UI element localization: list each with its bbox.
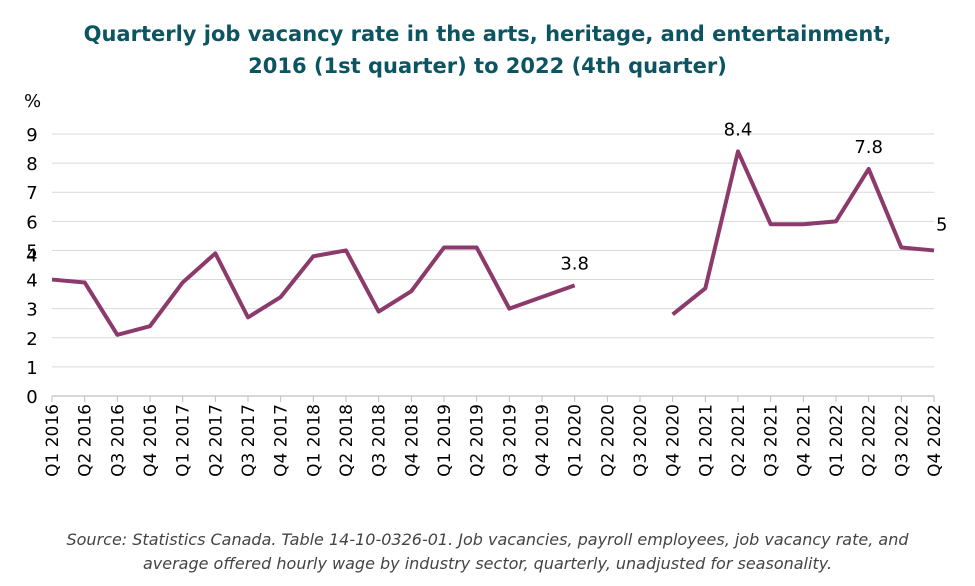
chart-title-line-1: Quarterly job vacancy rate in the arts, … (83, 22, 892, 46)
x-tick-label: Q4 2017 (272, 404, 292, 477)
y-tick-label: 7 (26, 183, 37, 204)
x-tick-label: Q4 2020 (664, 404, 684, 477)
x-tick-label: Q3 2022 (892, 404, 912, 477)
series-line-segment (51, 245, 576, 337)
y-tick-label: 1 (26, 358, 37, 379)
chart-title-line-2: 2016 (1st quarter) to 2022 (4th quarter) (248, 54, 727, 78)
source-line-2: average offered hourly wage by industry … (142, 554, 833, 573)
y-tick-label: 5 (26, 241, 37, 262)
series-line-segment (671, 149, 935, 317)
x-axis: Q1 2016 Q2 2016 Q3 2016 Q4 2016 Q1 2017 Q2 20… (43, 395, 945, 477)
x-tick-label: Q3 2016 (108, 404, 128, 477)
x-tick-label: Q2 2017 (206, 404, 226, 477)
x-tick-label: Q4 2019 (533, 404, 553, 477)
x-tick-label: Q3 2017 (239, 404, 259, 477)
x-tick-label: Q1 2016 (43, 404, 63, 477)
series-lines (51, 149, 935, 337)
gridlines (52, 133, 934, 368)
x-tick-label: Q1 2020 (566, 404, 586, 477)
x-tick-label: Q2 2021 (729, 404, 749, 477)
x-tick-label: Q4 2021 (794, 404, 814, 477)
data-label: 8.4 (724, 119, 753, 140)
x-tick-label: Q4 2022 (925, 404, 945, 477)
y-tick-label: 3 (26, 300, 37, 321)
source-line-1: Source: Statistics Canada. Table 14-10-0… (66, 530, 909, 549)
y-tick-label: 4 (26, 271, 37, 292)
y-tick-label: 8 (26, 154, 37, 175)
x-tick-label: Q3 2021 (762, 404, 782, 477)
x-tick-label: Q1 2021 (696, 404, 716, 477)
y-tick-label: 6 (26, 212, 37, 233)
data-label: 7.8 (854, 137, 883, 158)
x-tick-label: Q4 2016 (141, 404, 161, 477)
data-label: 5 (936, 214, 947, 235)
source-note: Source: Statistics Canada. Table 14-10-0… (0, 528, 975, 576)
data-labels: 4 3.8 8.4 7.8 5 (26, 119, 947, 274)
x-tick-label: Q3 2018 (370, 404, 390, 477)
x-tick-label: Q2 2016 (76, 404, 96, 477)
x-tick-label: Q1 2019 (435, 404, 455, 477)
chart-title: Quarterly job vacancy rate in the arts, … (0, 18, 975, 82)
x-tick-label: Q3 2020 (631, 404, 651, 477)
x-tick-label: Q2 2018 (337, 404, 357, 477)
x-tick-label: Q2 2022 (860, 404, 880, 477)
x-tick-label: Q1 2018 (304, 404, 324, 477)
x-tick-label: Q2 2019 (468, 404, 488, 477)
x-tick-label: Q1 2022 (827, 404, 847, 477)
x-tick-label: Q3 2019 (500, 404, 520, 477)
y-tick-label: 0 (26, 387, 37, 408)
y-tick-label: 9 (26, 125, 37, 146)
x-tick-label: Q2 2020 (598, 404, 618, 477)
x-tick-label: Q4 2018 (402, 404, 422, 477)
y-axis-label: % (24, 91, 41, 112)
x-tick-label: Q1 2017 (174, 404, 194, 477)
data-label: 4 (26, 246, 37, 267)
data-label: 3.8 (560, 253, 589, 274)
y-tick-label: 2 (26, 329, 37, 350)
